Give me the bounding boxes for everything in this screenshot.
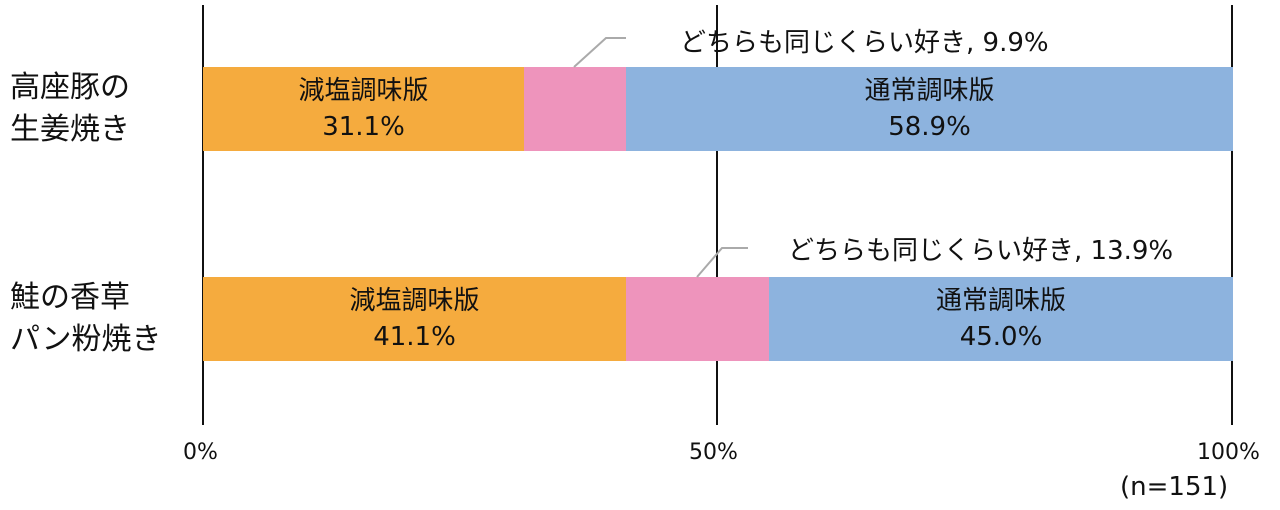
segment-value: 41.1% [373, 322, 456, 352]
bar-2-segment-both [626, 277, 769, 361]
callout-1: どちらも同じくらい好き, 9.9% [680, 28, 1049, 58]
segment-label: 通常調味版 [935, 286, 1066, 316]
x-tick-0: 0% [183, 440, 218, 465]
gridline-0 [202, 5, 204, 425]
x-tick-100: 100% [1197, 440, 1260, 465]
bar-1-segment-regular: 通常調味版 58.9% [626, 67, 1233, 151]
row-label-1: 高座豚の 生姜焼き [10, 67, 130, 151]
row-label-2: 鮭の香草 パン粉焼き [10, 277, 162, 361]
segment-value: 31.1% [322, 112, 405, 142]
segment-value: 58.9% [888, 112, 971, 142]
callout-2: どちらも同じくらい好き, 13.9% [788, 236, 1174, 266]
bar-1-segment-both [524, 67, 626, 151]
row-label-2-line1: 鮭の香草 [10, 280, 130, 315]
gridline-50 [716, 5, 718, 425]
sample-size-note: (n=151) [1120, 472, 1229, 502]
row-label-1-line2: 生姜焼き [10, 112, 130, 147]
bar-2-segment-reduced-salt: 減塩調味版 41.1% [203, 277, 626, 361]
bar-1-segment-reduced-salt: 減塩調味版 31.1% [203, 67, 524, 151]
segment-label: 通常調味版 [864, 76, 995, 106]
row-label-2-line2: パン粉焼き [10, 322, 162, 357]
gridline-100 [1231, 5, 1233, 425]
segment-label: 減塩調味版 [298, 76, 429, 106]
row-label-1-line1: 高座豚の [10, 70, 130, 105]
bar-2-segment-regular: 通常調味版 45.0% [769, 277, 1233, 361]
x-tick-50: 50% [689, 440, 738, 465]
segment-label: 減塩調味版 [349, 286, 480, 316]
segment-value: 45.0% [959, 322, 1043, 352]
